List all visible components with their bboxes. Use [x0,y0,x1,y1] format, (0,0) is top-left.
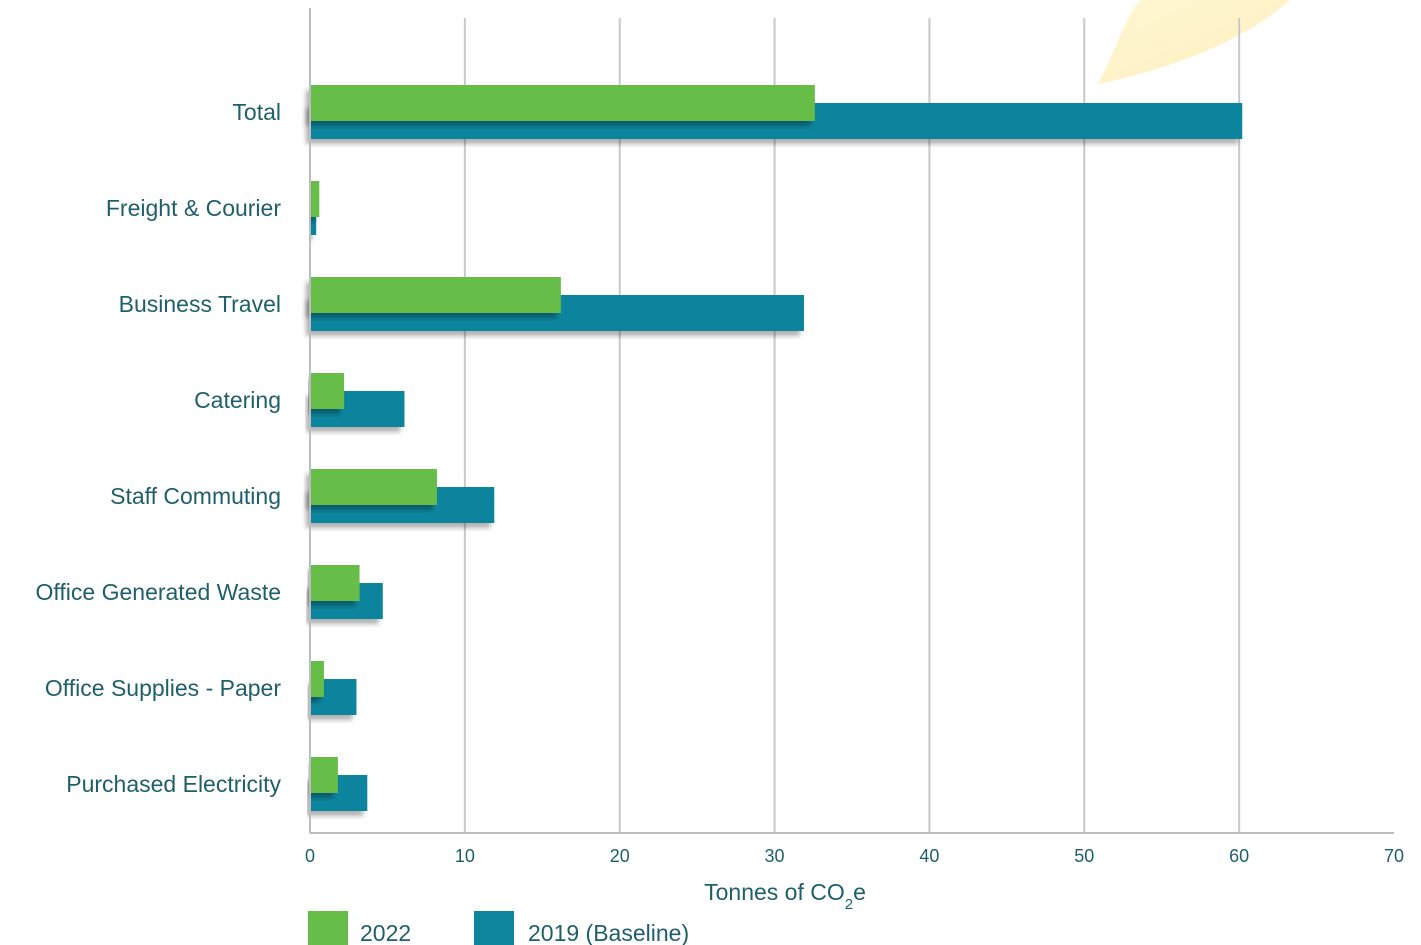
category-label: Office Supplies - Paper [45,675,281,701]
bar-2022 [310,85,815,121]
bar-2022 [310,469,437,505]
category-label: Total [232,99,281,125]
category-labels: Total Freight & Courier Business Travel Cat… [36,99,282,797]
x-tick-labels: 0 10 20 30 40 50 60 70 [305,846,1404,866]
bar-2022 [310,277,561,313]
x-axis-title: Tonnes of CO2e [704,879,866,913]
category-label: Staff Commuting [110,483,281,509]
legend-label: 2019 (Baseline) [528,920,689,945]
bar-2022 [310,565,360,601]
x-tick-label: 50 [1074,846,1094,866]
x-tick-label: 0 [305,846,315,866]
category-label: Purchased Electricity [66,771,281,797]
axes [309,8,1394,834]
category-label: Office Generated Waste [36,579,281,605]
decorative-leaf [1098,0,1290,84]
x-tick-label: 70 [1384,846,1404,866]
category-label: Freight & Courier [106,195,281,221]
bar-2022 [310,757,338,793]
x-tick-label: 10 [455,846,475,866]
x-tick-label: 20 [610,846,630,866]
legend: 2022 2019 (Baseline) [308,911,689,945]
legend-swatch [474,911,514,945]
x-tick-label: 60 [1229,846,1249,866]
x-tick-label: 40 [919,846,939,866]
bar-2022 [310,661,324,697]
bar-2022 [310,181,320,217]
bars [310,85,1243,811]
category-label: Business Travel [119,291,281,317]
x-tick-label: 30 [765,846,785,866]
legend-label: 2022 [360,920,411,945]
gridlines [463,18,1241,833]
legend-swatch [308,911,348,945]
category-label: Catering [194,387,281,413]
bar-2022 [310,373,345,409]
